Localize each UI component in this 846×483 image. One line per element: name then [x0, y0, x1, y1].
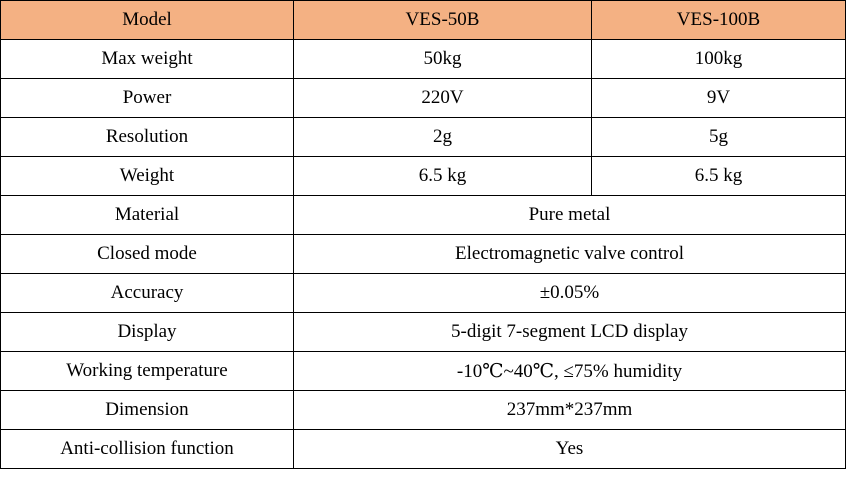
value-cell: 9V: [591, 78, 846, 118]
header-row: Model VES-50B VES-100B: [0, 0, 846, 40]
value-cell: ±0.05%: [293, 273, 846, 313]
table-row: Dimension 237mm*237mm: [0, 390, 846, 430]
value-cell: Electromagnetic valve control: [293, 234, 846, 274]
row-label-cell: Dimension: [0, 390, 294, 430]
row-label-cell: Accuracy: [0, 273, 294, 313]
row-label-cell: Weight: [0, 156, 294, 196]
row-label-cell: Display: [0, 312, 294, 352]
value-cell: -10℃~40℃, ≤75% humidity: [293, 351, 846, 391]
table-row: Display 5-digit 7-segment LCD display: [0, 312, 846, 352]
table-row: Working temperature -10℃~40℃, ≤75% humid…: [0, 351, 846, 391]
row-label-cell: Anti-collision function: [0, 429, 294, 469]
header-label-cell: Model: [0, 0, 294, 40]
value-cell: 6.5 kg: [591, 156, 846, 196]
value-cell: 6.5 kg: [293, 156, 592, 196]
value-cell: 100kg: [591, 39, 846, 79]
table-row: Power 220V 9V: [0, 78, 846, 118]
table-row: Closed mode Electromagnetic valve contro…: [0, 234, 846, 274]
value-cell: 5-digit 7-segment LCD display: [293, 312, 846, 352]
row-label-cell: Working temperature: [0, 351, 294, 391]
value-cell: 5g: [591, 117, 846, 157]
value-cell: Pure metal: [293, 195, 846, 235]
row-label-cell: Resolution: [0, 117, 294, 157]
table-row: Accuracy ±0.05%: [0, 273, 846, 313]
value-cell: 50kg: [293, 39, 592, 79]
header-model-cell: VES-50B: [293, 0, 592, 40]
value-cell: 237mm*237mm: [293, 390, 846, 430]
table-row: Max weight 50kg 100kg: [0, 39, 846, 79]
spec-table: Model VES-50B VES-100B Max weight 50kg 1…: [0, 0, 846, 469]
value-cell: Yes: [293, 429, 846, 469]
value-cell: 2g: [293, 117, 592, 157]
table-row: Resolution 2g 5g: [0, 117, 846, 157]
table-row: Material Pure metal: [0, 195, 846, 235]
header-model-cell: VES-100B: [591, 0, 846, 40]
table-row: Anti-collision function Yes: [0, 429, 846, 469]
table-row: Weight 6.5 kg 6.5 kg: [0, 156, 846, 196]
row-label-cell: Max weight: [0, 39, 294, 79]
row-label-cell: Closed mode: [0, 234, 294, 274]
value-cell: 220V: [293, 78, 592, 118]
row-label-cell: Material: [0, 195, 294, 235]
row-label-cell: Power: [0, 78, 294, 118]
